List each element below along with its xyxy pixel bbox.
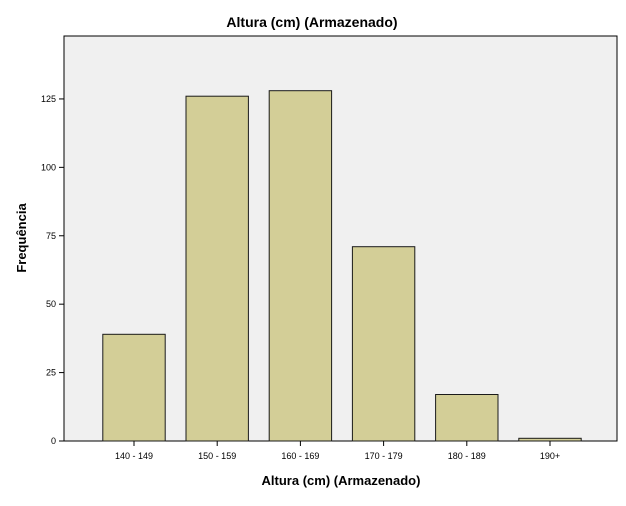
bar-4 — [435, 394, 499, 442]
y-tick-label-2: 50 — [46, 299, 56, 309]
y-tick-label-1: 25 — [46, 368, 56, 378]
x-tick-label-1: 150 - 159 — [198, 451, 236, 461]
x-axis: 140 - 149 150 - 159 160 - 169 170 - 179 180 … — [115, 441, 560, 461]
y-axis-title: Frequência — [14, 203, 29, 273]
x-tick-label-2: 160 - 169 — [281, 451, 319, 461]
chart-title: Altura (cm) (Armazenado) — [226, 14, 397, 30]
bars — [102, 90, 582, 442]
y-tick-label-4: 100 — [41, 162, 56, 172]
x-tick-label-3: 170 - 179 — [365, 451, 403, 461]
y-axis: 0 25 50 75 100 125 — [41, 94, 64, 446]
y-tick-label-3: 75 — [46, 231, 56, 241]
bar-3 — [351, 246, 416, 442]
bar-0 — [102, 333, 166, 442]
x-tick-label-5: 190+ — [540, 451, 560, 461]
y-tick-label-0: 0 — [51, 436, 56, 446]
x-tick-label-0: 140 - 149 — [115, 451, 153, 461]
x-tick-label-4: 180 - 189 — [448, 451, 486, 461]
x-axis-title: Altura (cm) (Armazenado) — [262, 473, 421, 488]
y-tick-label-5: 125 — [41, 94, 56, 104]
bar-5 — [518, 437, 582, 442]
bar-2 — [268, 90, 333, 442]
bar-1 — [185, 95, 249, 442]
